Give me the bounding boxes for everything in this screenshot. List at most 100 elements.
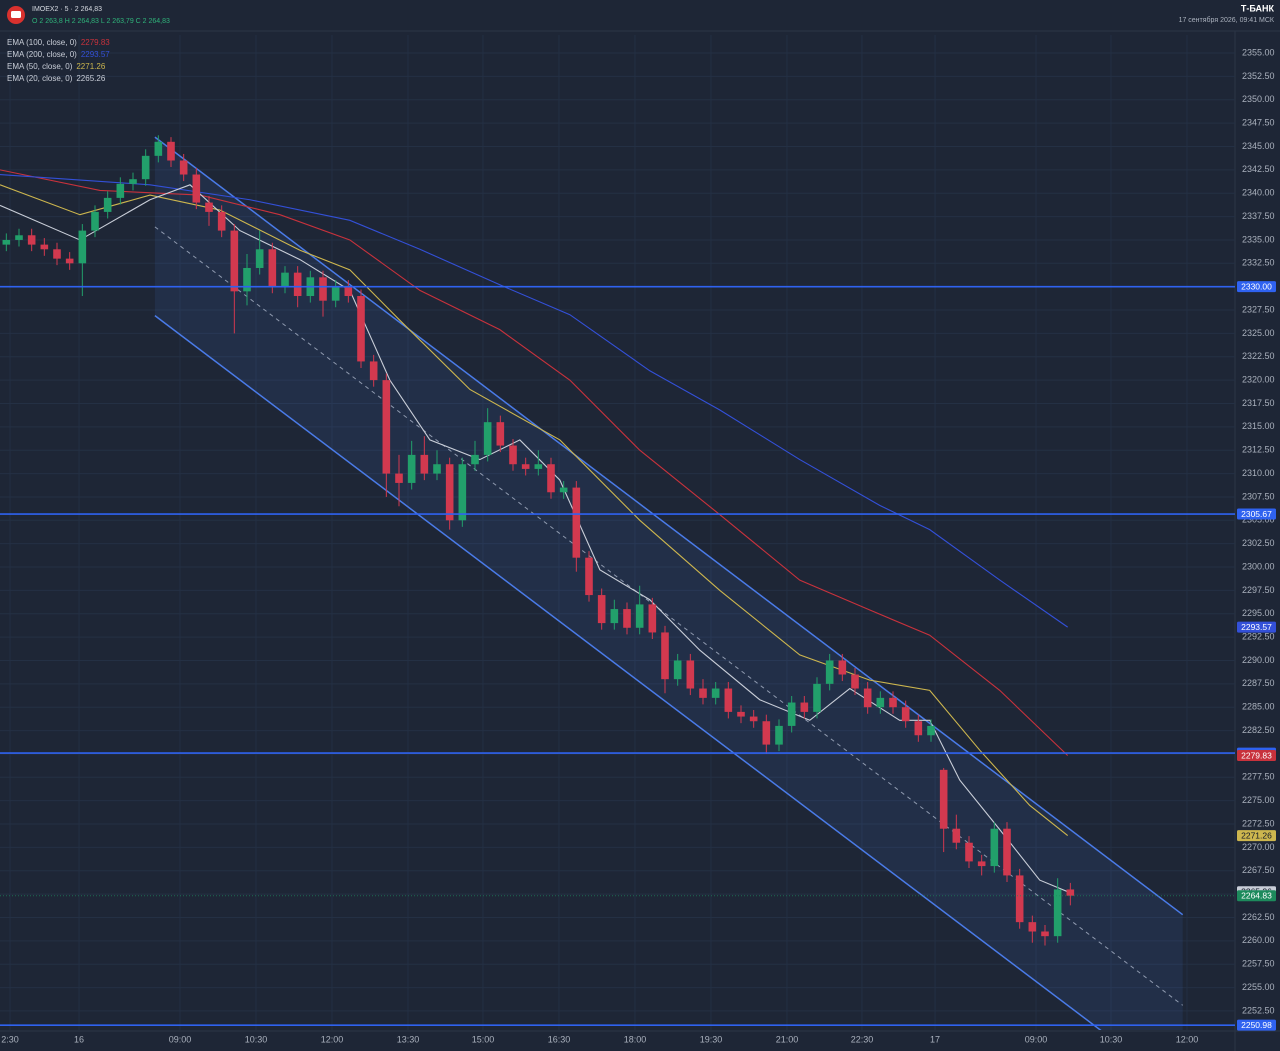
candle-body bbox=[597, 595, 606, 624]
x-tick-label: 09:00 bbox=[1025, 1034, 1048, 1044]
candle-body bbox=[610, 609, 619, 624]
y-tick-label: 2262.50 bbox=[1242, 912, 1275, 922]
candle-body bbox=[141, 155, 150, 180]
y-tick-label: 2287.50 bbox=[1242, 678, 1275, 688]
x-tick-label: 18:00 bbox=[624, 1034, 647, 1044]
candle-body bbox=[103, 197, 112, 212]
candle-body bbox=[661, 632, 669, 680]
x-tick-label: 17 bbox=[930, 1034, 940, 1044]
y-tick-label: 2340.00 bbox=[1242, 188, 1275, 198]
x-tick-label: 12:00 bbox=[321, 1034, 344, 1044]
x-tick-label: 10:30 bbox=[1100, 1034, 1123, 1044]
x-tick-label: 15:00 bbox=[472, 1034, 495, 1044]
candle-body bbox=[420, 454, 429, 474]
legend-name: EMA (200, close, 0) bbox=[7, 50, 77, 59]
candle-body bbox=[40, 244, 49, 250]
x-tick-label: 21:00 bbox=[776, 1034, 799, 1044]
candle-body bbox=[357, 296, 365, 362]
y-tick-label: 2352.50 bbox=[1242, 71, 1275, 81]
ema-line bbox=[0, 173, 1068, 628]
candle-body bbox=[154, 141, 163, 156]
y-tick-label: 2290.00 bbox=[1242, 655, 1275, 665]
candle-body bbox=[268, 249, 277, 287]
y-tick-label: 2272.50 bbox=[1242, 818, 1275, 828]
candle-body bbox=[787, 702, 796, 726]
candle-body bbox=[990, 828, 999, 867]
y-tick-label: 2325.00 bbox=[1242, 328, 1275, 338]
plot-area bbox=[0, 35, 1235, 1030]
candle-body bbox=[939, 769, 948, 829]
candle-body bbox=[78, 230, 87, 264]
x-tick-label: 16:30 bbox=[548, 1034, 571, 1044]
overlay: 2252.50 2255.00 2257.50 2260.00 2262.50 2265.… bbox=[1, 38, 1276, 1044]
candle-body bbox=[433, 464, 441, 474]
x-tick-label: 22:30 bbox=[851, 1034, 874, 1044]
x-tick-label: 12:00 bbox=[1176, 1034, 1199, 1044]
channel-middle bbox=[154, 226, 1183, 1006]
candle-body bbox=[230, 230, 239, 292]
level-box bbox=[1237, 508, 1276, 520]
symbol: IMOEX2 · 5 · 2 264,83 bbox=[32, 6, 102, 13]
y-tick-label: 2255.00 bbox=[1242, 982, 1275, 992]
ema-line bbox=[0, 169, 1069, 756]
candle-body bbox=[1053, 889, 1062, 937]
channel-lower bbox=[154, 315, 1102, 1030]
candle-body bbox=[825, 660, 834, 684]
last-price-label: 2264.83 bbox=[1241, 890, 1272, 900]
candle-body bbox=[559, 487, 568, 493]
candle-body bbox=[217, 211, 226, 231]
candle-body bbox=[838, 660, 847, 675]
candle-body bbox=[851, 674, 859, 689]
x-tick-label: 13:30 bbox=[397, 1034, 420, 1044]
candle-body bbox=[255, 249, 264, 268]
candle-body bbox=[1028, 922, 1037, 932]
candle-body bbox=[737, 711, 745, 717]
candle-body bbox=[914, 721, 923, 736]
candle-body bbox=[648, 604, 657, 633]
candle-body bbox=[471, 454, 479, 465]
brand: Т-БАНК bbox=[1241, 3, 1275, 13]
candle-body bbox=[205, 202, 213, 212]
candle-body bbox=[192, 174, 201, 203]
legend-value: 2265.26 bbox=[76, 74, 105, 83]
candle-body bbox=[623, 609, 631, 628]
candle-body bbox=[65, 258, 74, 264]
y-tick-label: 2347.50 bbox=[1242, 118, 1275, 128]
y-tick-label: 2260.00 bbox=[1242, 935, 1275, 945]
level-label: 2330.00 bbox=[1241, 281, 1272, 291]
level-box bbox=[1237, 1019, 1276, 1031]
y-tick-label: 2277.50 bbox=[1242, 772, 1275, 782]
y-tick-label: 2320.00 bbox=[1242, 374, 1275, 384]
candle-body bbox=[749, 716, 758, 722]
y-tick-label: 2315.00 bbox=[1242, 421, 1275, 431]
candle-body bbox=[927, 725, 935, 736]
y-tick-label: 2307.50 bbox=[1242, 491, 1275, 501]
ema-price-label: 2293.57 bbox=[1241, 622, 1272, 632]
candle-body bbox=[762, 721, 771, 745]
candle-body bbox=[1003, 828, 1011, 876]
y-tick-label: 2312.50 bbox=[1242, 445, 1275, 455]
candle-body bbox=[167, 141, 175, 161]
legend-name: EMA (100, close, 0) bbox=[7, 38, 77, 47]
y-tick-label: 2292.50 bbox=[1242, 631, 1275, 641]
y-tick-label: 2300.00 bbox=[1242, 561, 1275, 571]
y-tick-label: 2345.00 bbox=[1242, 141, 1275, 151]
y-tick-label: 2257.50 bbox=[1242, 959, 1275, 969]
candle-body bbox=[1015, 875, 1024, 923]
candle-body bbox=[2, 239, 11, 245]
ema-price-label: 2279.83 bbox=[1241, 750, 1272, 760]
candle-body bbox=[483, 422, 492, 455]
candle-body bbox=[547, 464, 555, 493]
x-tick-label: 10:30 bbox=[245, 1034, 268, 1044]
y-tick-label: 2270.00 bbox=[1242, 842, 1275, 852]
candle-body bbox=[344, 286, 353, 297]
candle-body bbox=[458, 464, 467, 521]
y-tick-label: 2332.50 bbox=[1242, 258, 1275, 268]
x-tick-label: 2:30 bbox=[1, 1034, 19, 1044]
candle-body bbox=[800, 702, 809, 712]
y-tick-label: 2295.00 bbox=[1242, 608, 1275, 618]
candle-body bbox=[1041, 931, 1049, 937]
candle-body bbox=[572, 487, 581, 558]
